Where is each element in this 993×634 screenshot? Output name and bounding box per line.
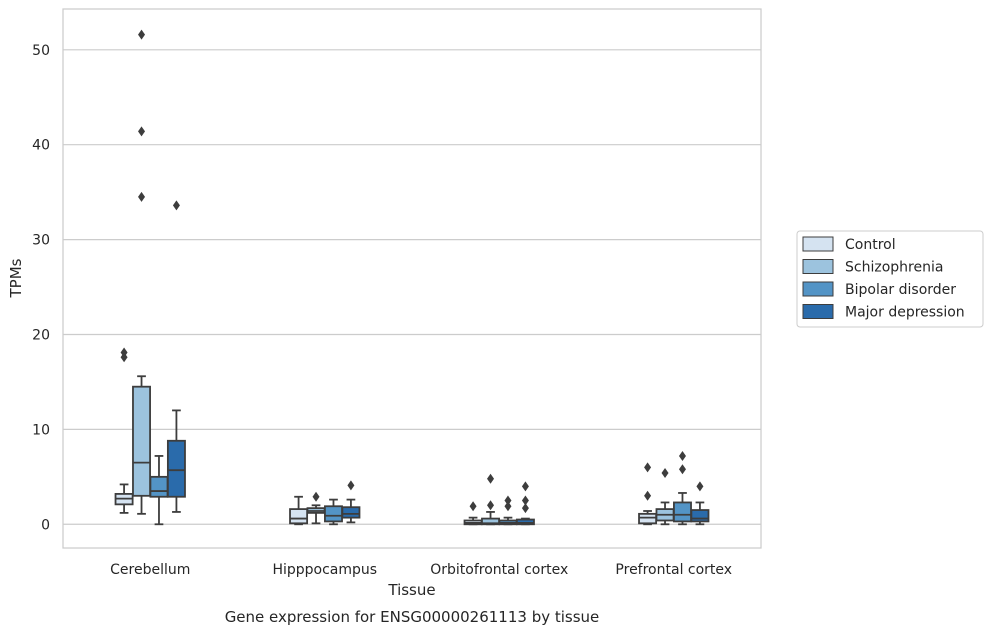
outlier-point [521,481,529,492]
legend-frame [796,230,984,328]
y-tick-label: 50 [32,43,50,59]
outlier-point [521,495,529,506]
outlier-point [504,495,512,506]
y-tick-label: 10 [32,422,50,438]
x-axis-label: Tissue [387,581,435,599]
box [149,455,169,526]
box [673,450,692,526]
outlier-point [644,490,652,501]
legend-label: Schizophrenia [845,260,943,276]
outlier-point [138,191,146,202]
outlier-point [696,481,704,492]
outlier-point [521,503,529,514]
box [341,480,361,524]
box-body [515,518,535,526]
box-body [673,501,692,523]
y-axis-label: TPMs [7,258,25,298]
box [498,495,518,526]
box [132,29,151,515]
y-tick-label: 30 [32,233,50,249]
series-bipolar-disorder [149,450,692,526]
outlier-point [644,462,652,473]
outlier-point [312,491,320,502]
x-tick-label: Prefrontal cortex [615,562,732,578]
box [655,468,675,526]
x-tick-label: Cerebellum [110,562,190,578]
outlier-point [120,347,128,358]
legend-swatch [802,304,834,319]
box-body [166,439,186,498]
box-series [114,29,710,526]
outlier-point [347,480,355,491]
box [289,495,309,526]
legend-swatch [802,236,834,252]
outlier-point [487,473,495,484]
series-schizophrenia [132,29,675,526]
y-tick-label: 20 [32,327,50,343]
box [324,498,343,526]
outlier-point [469,501,477,512]
outlier-point [138,126,146,137]
box-body [289,508,309,525]
x-tick-label: Hipppocampus [272,562,377,578]
series-major-depression [166,200,710,526]
box [690,481,710,526]
box-body [132,385,151,497]
box [166,200,186,513]
outlier-point [678,464,686,475]
outlier-point [172,200,180,211]
box [114,347,134,514]
box [638,462,658,526]
box [481,473,500,526]
box-body [690,509,710,523]
box [515,481,535,526]
legend: Control Schizophrenia Bipolar disorder Majo… [796,230,984,328]
chart-caption: Gene expression for ENSG00000261113 by t… [225,608,600,626]
box-body [149,475,169,498]
outlier-point [661,468,669,479]
x-tick-labels: Cerebellum Hipppocampus Orbitofrontal cort… [110,562,732,578]
series-control [114,347,658,526]
x-tick-label: Orbitofrontal cortex [430,562,568,578]
legend-label: Bipolar disorder [845,282,956,298]
outlier-point [504,501,512,512]
legend-swatch [802,281,834,297]
y-tick-labels: 0 10 20 30 40 50 [32,43,50,533]
y-tick-label: 0 [41,517,50,533]
outlier-point [138,29,146,40]
box-body [638,512,658,525]
box [306,491,326,525]
outlier-point [487,500,495,511]
plot-area [62,8,762,549]
legend-label: Control [845,237,896,253]
y-tick-label: 40 [32,138,50,154]
box [463,501,483,526]
box-body [341,506,361,519]
outlier-point [678,450,686,461]
legend-label: Major depression [845,305,965,321]
legend-swatch [802,259,834,274]
box-body [324,505,343,523]
